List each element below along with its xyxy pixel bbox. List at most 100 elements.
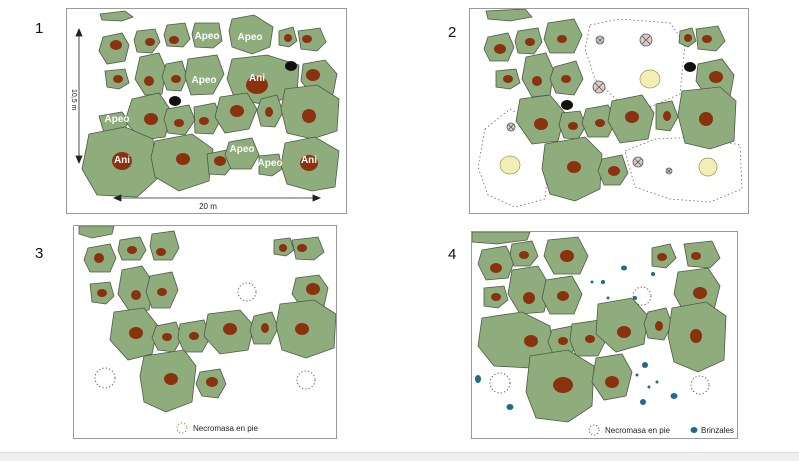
- trunk: [176, 153, 190, 165]
- brinzal: [642, 362, 648, 368]
- brinzal: [635, 373, 639, 377]
- necromasa-snag: [296, 370, 316, 390]
- stump-black: [561, 100, 573, 110]
- trunk: [156, 248, 166, 256]
- width-dimension-label: 20 m: [199, 202, 217, 211]
- legend-necromasa-symbol: [588, 424, 600, 436]
- trunk: [300, 155, 318, 171]
- trunk: [302, 35, 312, 43]
- brinzal: [606, 296, 610, 300]
- tree-crown: [184, 54, 225, 96]
- tree-crown: [507, 265, 551, 315]
- trunk: [174, 119, 184, 127]
- trunk: [157, 288, 167, 296]
- label-apeo: Apeo: [258, 158, 283, 169]
- legend-necromasa: Necromasa en pie: [176, 422, 258, 434]
- trunk: [519, 251, 529, 259]
- trunk: [199, 117, 209, 125]
- tree-crown: [521, 52, 555, 98]
- trunk: [144, 76, 154, 86]
- trunk: [561, 75, 571, 83]
- trunk: [557, 35, 567, 43]
- trunk: [279, 244, 287, 252]
- label-apeo: Apeo: [195, 31, 220, 42]
- legend-necromasa-label: Necromasa en pie: [605, 426, 670, 435]
- necromasa-snag: [690, 375, 710, 395]
- trunk: [127, 246, 137, 254]
- panel-4-regeneration: Necromasa en pie Brinzales: [471, 231, 738, 439]
- panel-number-3: 3: [35, 245, 44, 262]
- trunk: [567, 161, 581, 173]
- legend-necromasa: Necromasa en pie: [588, 424, 670, 436]
- arrow-head-up: [75, 27, 83, 37]
- trunk: [113, 75, 123, 83]
- trunk: [684, 34, 692, 42]
- trunk: [558, 337, 568, 345]
- bottom-strip: [0, 452, 799, 461]
- necromasa-snag: [237, 282, 257, 302]
- trunk: [693, 287, 707, 299]
- panel-2-diagram: [477, 9, 743, 208]
- panel-number-2: 2: [448, 24, 457, 41]
- trunk: [297, 244, 307, 252]
- brinzal: [621, 265, 627, 271]
- tree-crown: [224, 137, 260, 170]
- trunk: [617, 326, 631, 338]
- cut-trunk: [639, 33, 653, 47]
- label-ani: Ani: [114, 155, 130, 166]
- trunk: [663, 111, 671, 121]
- trunk: [605, 376, 619, 388]
- brinzal: [475, 375, 481, 383]
- tree-crown: [291, 236, 325, 261]
- trunk: [162, 333, 172, 341]
- necromasa-gap: [624, 136, 743, 203]
- arrow-head-right: [312, 194, 322, 202]
- legend-brinzal-symbol: [690, 427, 698, 433]
- trunk: [490, 263, 502, 273]
- trunk: [306, 69, 320, 81]
- tree-crown: [191, 22, 223, 49]
- trunk: [284, 34, 292, 42]
- cut-trunk: [665, 167, 673, 175]
- stump-black: [684, 62, 696, 72]
- panel-number-1: 1: [35, 20, 44, 37]
- trunk: [524, 335, 538, 347]
- trunk: [655, 321, 663, 331]
- trunk: [94, 253, 104, 263]
- legend-brinzales: Brinzales: [690, 426, 734, 435]
- removed-trunk: [499, 155, 521, 175]
- legend-necromasa-label: Necromasa en pie: [193, 424, 258, 433]
- trunk: [585, 335, 595, 343]
- height-dimension-label: 10,5 m: [70, 89, 77, 111]
- cut-trunk: [506, 122, 516, 132]
- trunk: [144, 113, 158, 125]
- arrow-head-down: [75, 155, 83, 165]
- trunk: [709, 71, 723, 83]
- cut-trunk: [592, 80, 606, 94]
- stump-black: [169, 96, 181, 106]
- tree-crown: [117, 265, 155, 313]
- trunk: [189, 332, 199, 340]
- tree-crown: [134, 52, 167, 96]
- trunk: [112, 152, 132, 170]
- trunk: [164, 373, 178, 385]
- trunk: [110, 40, 122, 50]
- trunk: [494, 44, 506, 54]
- removed-trunk: [639, 69, 661, 89]
- panel-number-4: 4: [448, 246, 457, 263]
- removed-trunk: [698, 157, 718, 177]
- trunk: [246, 76, 268, 94]
- stump-black: [285, 61, 297, 71]
- cut-trunk: [632, 156, 644, 168]
- brinzal: [640, 399, 646, 405]
- label-apeo: Apeo: [238, 32, 263, 43]
- necromasa-gap: [477, 108, 551, 208]
- legend-brinzales-label: Brinzales: [701, 426, 734, 435]
- arrow-head-left: [112, 194, 122, 202]
- panel-2-removal: [469, 8, 749, 214]
- tree-crown: [78, 226, 115, 239]
- tree-crown: [228, 14, 274, 55]
- panel-3-diagram: Necromasa en pie: [78, 226, 336, 434]
- panel-1-diagram: Apeo Apeo Apeo Ani Apeo Apeo Apeo Ani An…: [70, 10, 340, 211]
- trunk: [534, 118, 548, 130]
